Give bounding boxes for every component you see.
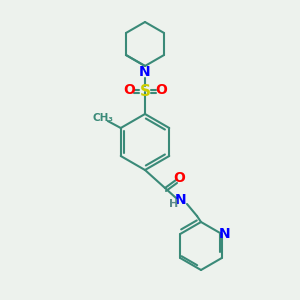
- Text: O: O: [155, 83, 167, 97]
- Text: N: N: [175, 193, 187, 207]
- Text: CH₃: CH₃: [92, 113, 113, 123]
- Text: O: O: [123, 83, 135, 97]
- Text: N: N: [219, 227, 231, 241]
- Text: O: O: [173, 171, 185, 185]
- Text: S: S: [140, 85, 151, 100]
- Text: N: N: [139, 65, 151, 79]
- Text: H: H: [169, 199, 178, 209]
